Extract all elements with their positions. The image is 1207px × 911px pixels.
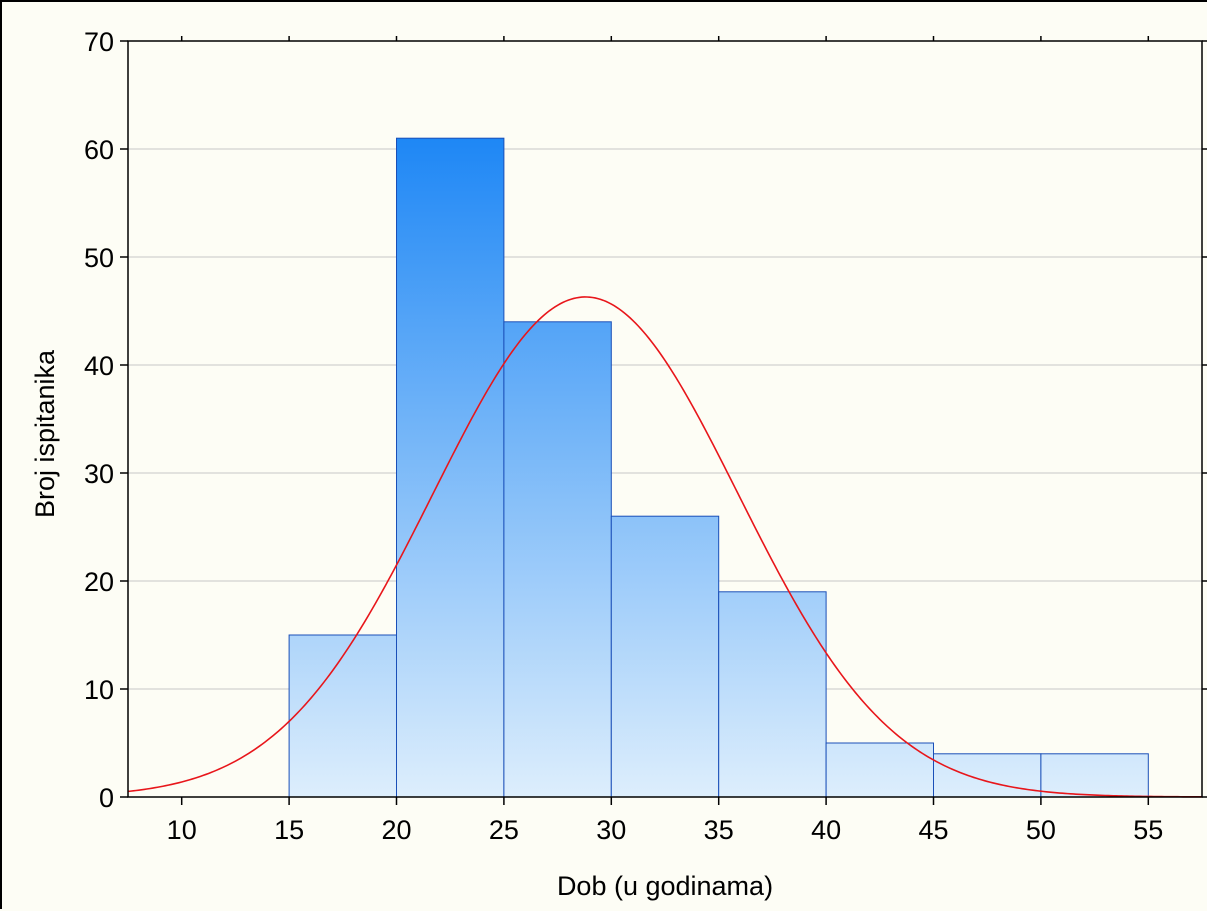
histogram-bar-40-45 — [825, 742, 934, 798]
x-axis-title: Dob (u godinama) — [557, 871, 773, 901]
x-tick-label-15: 15 — [274, 815, 304, 845]
y-axis-tick-labels: 0 10 20 30 40 50 60 70 — [84, 27, 114, 813]
y-tick-label-10: 10 — [84, 675, 114, 705]
y-tick-label-70: 70 — [84, 27, 114, 57]
y-tick-label-40: 40 — [84, 351, 114, 381]
histogram-bar-15-20 — [288, 634, 398, 798]
x-tick-label-35: 35 — [704, 815, 734, 845]
x-tick-label-40: 40 — [811, 815, 841, 845]
x-tick-label-10: 10 — [167, 815, 197, 845]
x-tick-label-25: 25 — [489, 815, 519, 845]
histogram-bar-35-40 — [718, 591, 827, 798]
x-tick-label-45: 45 — [918, 815, 948, 845]
histogram-bars — [288, 137, 1149, 798]
y-tick-label-50: 50 — [84, 243, 114, 273]
histogram-bar-45-50 — [933, 753, 1042, 798]
normal-curve-layer — [127, 296, 1203, 798]
y-tick-label-60: 60 — [84, 135, 114, 165]
plot-area-border — [127, 40, 1203, 798]
x-tick-label-30: 30 — [596, 815, 626, 845]
histogram-bar-20-25 — [396, 137, 505, 798]
x-tick-label-50: 50 — [1026, 815, 1056, 845]
histogram-bar-50-55 — [1040, 753, 1149, 798]
y-tick-label-0: 0 — [99, 783, 114, 813]
x-tick-label-20: 20 — [381, 815, 411, 845]
x-axis-tick-labels: 10 15 20 25 30 35 40 45 50 55 — [167, 815, 1164, 845]
axis-ticks — [120, 36, 1207, 805]
normal-curve — [127, 296, 1203, 798]
x-tick-label-55: 55 — [1133, 815, 1163, 845]
grid-lines — [128, 148, 1202, 690]
histogram-bar-25-30 — [503, 321, 612, 798]
y-tick-label-20: 20 — [84, 567, 114, 597]
y-axis-title: Broj ispitanika — [30, 349, 60, 518]
histogram-bar-30-35 — [610, 515, 720, 798]
y-tick-label-30: 30 — [84, 459, 114, 489]
